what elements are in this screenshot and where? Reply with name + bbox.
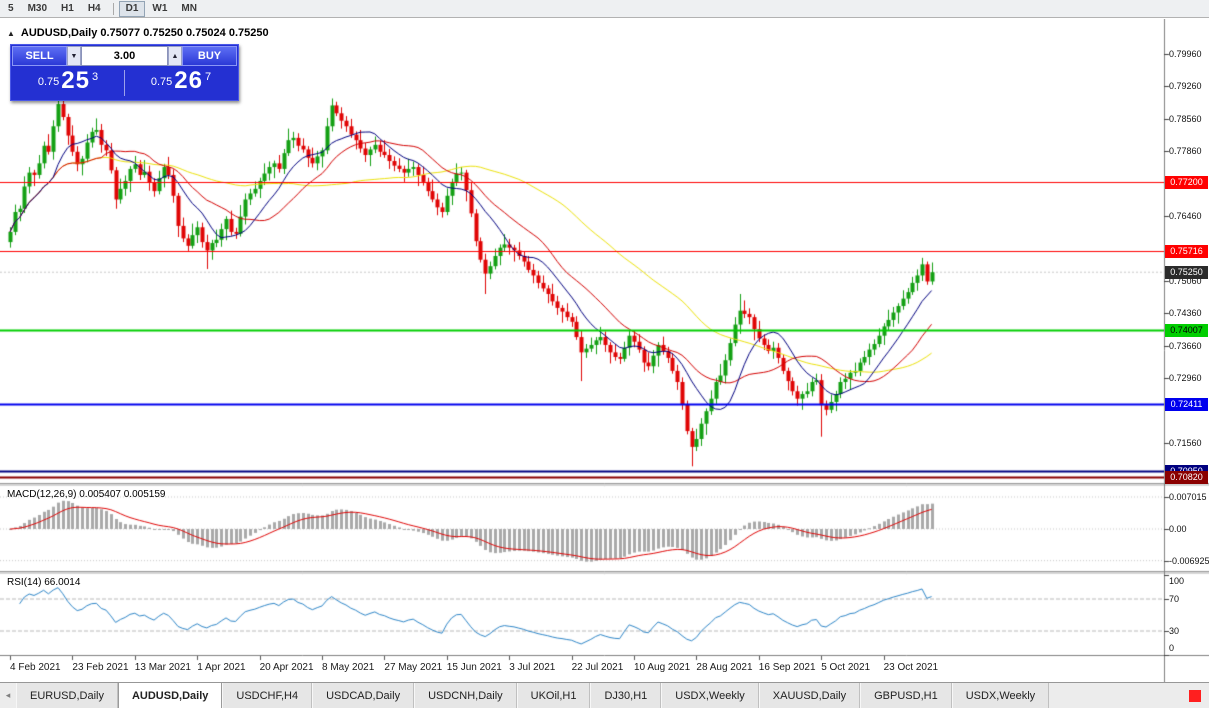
price-line-badge: 0.77200 [1165,175,1208,189]
chart-title-row: ▲ AUDUSD,Daily 0.75077 0.75250 0.75024 0… [7,27,269,39]
price-axis[interactable]: 0.79960 0.79260 0.78560 0.77860 0.76460 0.750… [1165,19,1209,656]
macd-axis-label: 0.00 [1169,524,1187,534]
timeframe-button-5[interactable]: 5 [1,1,21,17]
trade-prices-row: 0.75 25 3 0.75 26 7 [12,66,237,99]
toolbar-separator [112,2,114,15]
timeframe-toolbar: 5 M30 H1 H4 D1 W1 MN [0,0,1209,18]
one-click-trading-panel: SELL ▼ ▲ BUY 0.75 25 3 0.75 26 7 [10,44,239,101]
chart-tab[interactable]: DJ30,H1 [590,683,662,708]
date-label: 16 Sep 2021 [758,662,816,673]
one-click-collapse-icon[interactable]: ▲ [7,28,15,38]
macd-label: MACD(12,26,9) 0.005407 0.005159 [7,489,166,500]
price-tick-label: 0.79960 [1169,49,1202,60]
price-line-badge: 0.75716 [1165,244,1208,258]
price-chart-canvas[interactable] [0,19,1209,682]
price-tick-label: 0.79260 [1169,81,1202,92]
timeframe-button-H1[interactable]: H1 [54,1,81,17]
sell-price-big: 25 [61,67,90,94]
chart-tab[interactable]: USDX,Weekly [951,683,1050,708]
buy-price-big: 26 [174,67,203,94]
date-label: 23 Oct 2021 [883,662,939,673]
buy-price[interactable]: 0.75 26 7 [125,69,237,96]
price-tick-label: 0.77860 [1169,146,1202,157]
date-label: 3 Jul 2021 [509,662,556,673]
connection-indicator [1189,689,1201,702]
chart-tab[interactable]: AUDUSD,Daily [117,683,223,708]
price-tick-label: 0.71560 [1169,438,1202,449]
macd-axis-label: -0.006925 [1169,555,1209,566]
timeframe-button-MN[interactable]: MN [174,1,204,17]
volume-increase-button[interactable]: ▲ [168,46,182,66]
sell-price-prefix: 0.75 [37,76,60,88]
date-label: 5 Oct 2021 [821,662,871,673]
chart-tab[interactable]: EURUSD,Daily [16,683,118,708]
date-label: 10 Aug 2021 [634,662,691,673]
date-label: 8 May 2021 [322,662,375,673]
trade-controls-row: SELL ▼ ▲ BUY [12,46,237,66]
sell-price-pipette: 3 [92,71,99,83]
volume-decrease-button[interactable]: ▼ [67,46,81,66]
rsi-axis-label: 70 [1169,594,1180,604]
rsi-axis-label: 100 [1169,576,1185,586]
chart-tab[interactable]: USDX,Weekly [661,683,759,708]
volume-input[interactable] [81,46,168,66]
price-line-badge: 0.72411 [1165,397,1208,411]
rsi-axis-label: 30 [1169,626,1180,636]
sell-button[interactable]: SELL [12,46,67,66]
date-label: 27 May 2021 [384,662,443,673]
date-label: 15 Jun 2021 [446,662,502,673]
macd-axis-label: 0.007015 [1169,491,1207,502]
price-tick-label: 0.76460 [1169,211,1202,222]
chart-tab[interactable]: USDCHF,H4 [222,683,313,708]
timeframe-button-W1[interactable]: W1 [145,1,174,17]
date-label: 28 Aug 2021 [696,662,753,673]
chart-tabs-bar: ◂ EURUSD,Daily AUDUSD,Daily USDCHF,H4 USDCAD… [0,682,1209,708]
chart-tab[interactable]: UKOil,H1 [516,683,591,708]
chart-tab[interactable]: USDCNH,Daily [414,683,517,708]
price-line-badge: 0.70820 [1165,471,1208,485]
timeframe-button-M30[interactable]: M30 [21,1,54,17]
price-tick-label: 0.72960 [1169,373,1202,384]
rsi-label: RSI(14) 66.0014 [7,577,81,588]
rsi-axis-label: 0 [1169,643,1175,653]
price-divider [124,69,125,96]
date-label: 23 Feb 2021 [72,662,129,673]
price-line-badge: 0.74007 [1165,323,1208,337]
chart-tab[interactable]: GBPUSD,H1 [860,683,952,708]
chart-title: AUDUSD,Daily 0.75077 0.75250 0.75024 0.7… [20,27,269,39]
chart-area[interactable]: ▲ AUDUSD,Daily 0.75077 0.75250 0.75024 0… [0,19,1209,682]
date-label: 1 Apr 2021 [197,662,246,673]
buy-button[interactable]: BUY [182,46,237,66]
current-price-badge: 0.75250 [1165,266,1208,280]
buy-price-prefix: 0.75 [150,76,173,88]
price-tick-label: 0.78560 [1169,113,1202,124]
price-tick-label: 0.74360 [1169,308,1202,319]
date-label: 4 Feb 2021 [10,662,61,673]
buy-price-pipette: 7 [205,71,212,83]
date-label: 22 Jul 2021 [571,662,624,673]
date-label: 13 Mar 2021 [134,662,191,673]
timeframe-button-H4[interactable]: H4 [81,1,108,17]
tab-scroll-left-icon[interactable]: ◂ [5,690,11,700]
chart-tab[interactable]: USDCAD,Daily [312,683,415,708]
date-label: 20 Apr 2021 [259,662,314,673]
sell-price[interactable]: 0.75 25 3 [12,69,124,96]
time-axis[interactable]: 4 Feb 2021 23 Feb 2021 13 Mar 2021 1 Apr 20… [0,660,1165,680]
price-tick-label: 0.75060 [1169,276,1202,287]
timeframe-button-D1[interactable]: D1 [118,0,146,17]
price-tick-label: 0.73660 [1169,340,1202,351]
chart-tab[interactable]: XAUUSD,Daily [758,683,861,708]
